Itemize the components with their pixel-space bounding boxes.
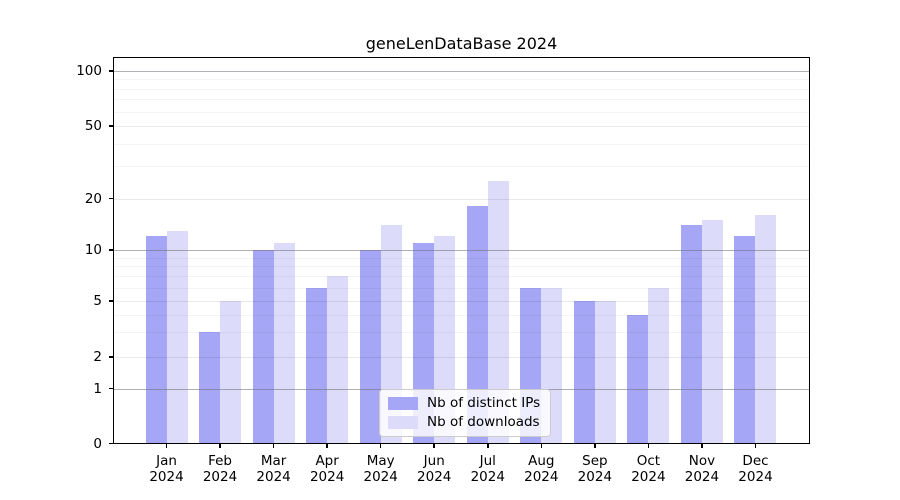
- gridline-minor-3: [113, 332, 810, 334]
- y-tick-label-1: 1: [93, 380, 102, 397]
- legend-swatch-distinct-ips-icon: [388, 397, 418, 410]
- x-tick-mar: [272, 444, 275, 448]
- gridline-minor-8: [113, 266, 810, 268]
- legend: Nb of distinct IPs Nb of downloads: [379, 389, 552, 437]
- y-tick-label-0: 0: [93, 435, 102, 452]
- gridline-minor-9: [113, 257, 810, 259]
- y-tick-10: [109, 249, 113, 251]
- gridline-labeled-20: [113, 198, 810, 200]
- x-tick-label-sep: Sep 2024: [577, 453, 613, 485]
- legend-item-distinct-ips: Nb of distinct IPs: [388, 396, 540, 411]
- y-tick-label-20: 20: [84, 190, 102, 207]
- gridline-minor-4: [113, 314, 810, 316]
- y-tick-label-2: 2: [93, 349, 102, 365]
- bar-downloads-mar: [273, 242, 295, 444]
- x-tick-label-nov: Nov 2024: [684, 453, 720, 485]
- x-tick-label-jul: Jul 2024: [470, 453, 505, 485]
- x-tick-label-feb: Feb 2024: [202, 453, 238, 485]
- gridline-labeled-2: [113, 357, 810, 358]
- y-tick-label-5: 5: [93, 293, 102, 309]
- chart-title: geneLenDataBase 2024: [365, 34, 558, 53]
- gridline-decade-10: [113, 250, 810, 251]
- bar-ips-oct: [627, 314, 649, 444]
- gridline-labeled-50: [113, 126, 810, 127]
- bar-downloads-apr: [327, 276, 349, 444]
- y-tick-0: [109, 442, 113, 445]
- gridline-labeled-5: [113, 301, 810, 302]
- x-tick-jun: [433, 444, 435, 448]
- bar-ips-jan: [145, 236, 167, 444]
- y-tick-label-50: 50: [84, 118, 102, 134]
- x-tick-label-aug: Aug 2024: [524, 453, 559, 485]
- legend-label-distinct-ips: Nb of distinct IPs: [427, 395, 541, 411]
- bar-ips-dec: [734, 236, 756, 444]
- y-tick-50: [109, 125, 113, 127]
- x-tick-sep: [594, 444, 596, 448]
- x-tick-jul: [487, 444, 489, 448]
- gridline-minor-70: [113, 99, 810, 101]
- gridline-decade-100: [113, 71, 810, 72]
- x-tick-may: [379, 444, 382, 448]
- x-tick-label-apr: Apr 2024: [309, 453, 345, 485]
- y-tick-5: [109, 300, 113, 302]
- gridline-minor-7: [113, 276, 810, 278]
- y-tick-100: [109, 70, 113, 72]
- x-tick-label-dec: Dec 2024: [738, 453, 773, 485]
- x-tick-feb: [219, 444, 221, 448]
- bar-ips-feb: [199, 332, 221, 444]
- bar-downloads-sep: [594, 301, 616, 444]
- x-tick-label-jun: Jun 2024: [417, 453, 452, 485]
- plot-area: Nb of distinct IPs Nb of downloads 0 1 2 5 1…: [76, 57, 810, 485]
- bar-ips-may: [359, 250, 381, 444]
- x-tick-aug: [540, 444, 543, 448]
- bar-downloads-oct: [648, 287, 670, 444]
- gridline-minor-6: [113, 287, 810, 289]
- bar-downloads-jan: [166, 230, 188, 444]
- x-tick-label-may: May 2024: [363, 453, 398, 485]
- bar-ips-mar: [252, 250, 274, 444]
- y-tick-1: [109, 387, 113, 390]
- gridline-minor-60: [113, 111, 810, 113]
- y-tick-2: [109, 356, 113, 358]
- bar-ips-sep: [573, 301, 595, 444]
- gridline-minor-30: [113, 166, 810, 168]
- bar-ips-apr: [306, 287, 328, 444]
- y-tick-20: [109, 197, 113, 200]
- x-tick-dec: [754, 444, 757, 448]
- legend-swatch-downloads-icon: [388, 416, 418, 429]
- x-tick-nov: [701, 444, 703, 448]
- bar-downloads-nov: [701, 219, 723, 444]
- legend-label-downloads: Nb of downloads: [427, 414, 540, 430]
- bar-downloads-feb: [220, 301, 242, 444]
- x-tick-label-mar: Mar 2024: [256, 453, 291, 485]
- bar-downloads-jul: [487, 180, 509, 444]
- bar-downloads-dec: [755, 215, 777, 444]
- x-tick-jan: [165, 444, 168, 448]
- y-tick-label-100: 100: [76, 63, 102, 79]
- x-tick-oct: [647, 444, 650, 448]
- gridline-minor-90: [113, 79, 810, 81]
- x-tick-label-oct: Oct 2024: [631, 453, 666, 485]
- gridline-minor-40: [113, 143, 810, 145]
- gridline-minor-80: [113, 88, 810, 90]
- x-tick-label-jan: Jan 2024: [149, 453, 184, 485]
- legend-item-downloads: Nb of downloads: [388, 415, 540, 430]
- y-tick-label-10: 10: [84, 242, 102, 258]
- bar-ips-jul: [466, 206, 488, 444]
- x-tick-apr: [326, 444, 328, 448]
